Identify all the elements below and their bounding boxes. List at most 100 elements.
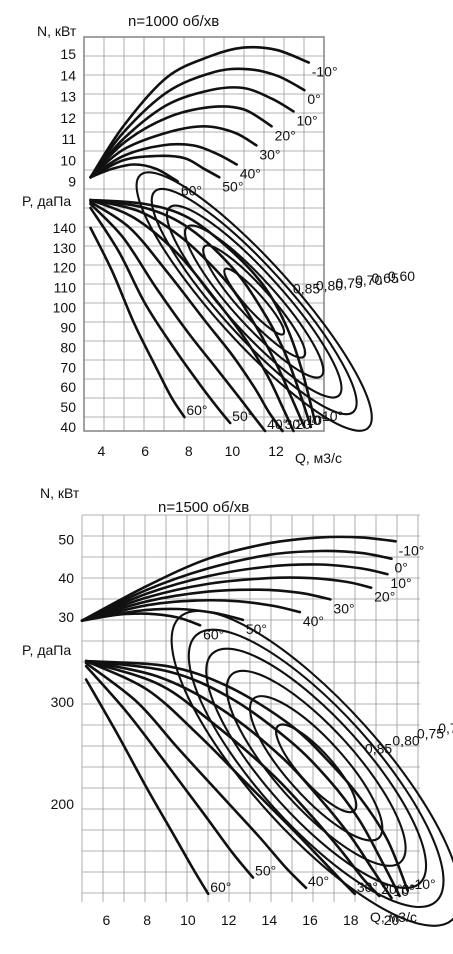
pressure-curve-30° [84,659,357,896]
pressure-y-tick-label: 40 [60,419,76,435]
pressure-y-tick-label: 100 [53,300,77,316]
efficiency-label: 0,75 [417,726,444,742]
power-series-label: 40° [303,613,324,629]
pressure-curve-40° [89,202,267,433]
efficiency-label: 0,70 [355,272,382,288]
power-y-tick-label: 9 [68,174,76,190]
chart-1500-xlabel: Q, м3/с [370,909,417,925]
pressure-series-label: 50° [255,863,276,879]
efficiency-curve [225,669,407,867]
power-curve-20° [80,576,373,622]
pressure-series-label: 50° [232,408,253,424]
pressure-curve-20° [84,659,381,898]
efficiency-label: 0,80 [316,278,343,294]
pressure-series-label: 40° [308,873,329,889]
pressure-series-label: 10° [306,412,327,428]
pressure-series-label: -10° [317,408,343,424]
chart-1000: n=1000 об/хв N, кВт P, даПа Q, м3/с 4 6 8 1… [22,13,415,466]
power-series-label: 20° [374,589,395,605]
pressure-y-tick-label: 50 [60,399,76,415]
chart-1000-xlabel: Q, м3/с [295,450,342,466]
efficiency-curve [205,647,428,890]
x-tick-label: 6 [141,443,149,459]
pressure-y-tick-label: 130 [53,240,77,256]
x-tick-label: 6 [103,912,111,928]
power-series-label: 0° [307,91,320,107]
power-series-label: 60° [203,626,224,642]
efficiency-label: 0,85 [293,281,320,297]
power-series-label: 20° [275,127,296,143]
power-curve-30° [80,588,332,622]
chart-1000-pressure-ylabel: P, даПа [22,193,71,209]
pressure-curve-60° [84,678,210,896]
power-y-tick-label: 40 [58,570,74,586]
pressure-series-label: 10° [393,883,414,899]
efficiency-curve [202,244,307,359]
power-curve-0° [80,549,393,622]
pressure-curve-40° [84,661,308,890]
efficiency-label: 0,80 [392,733,419,749]
pressure-curve-50° [89,206,232,425]
power-y-tick-label: 50 [58,531,74,547]
x-tick-label: 10 [225,443,241,459]
power-curve-0° [89,67,306,179]
efficiency-curve [165,204,343,399]
power-y-tick-label: 13 [60,89,76,105]
pressure-y-tick-label: 90 [60,319,76,335]
pressure-series-label: 60° [186,402,207,418]
power-curve-30° [89,124,258,179]
power-curve-10° [89,86,295,179]
pressure-y-tick-label: 300 [51,694,75,710]
power-series-label: 40° [240,166,261,182]
efficiency-curve [184,224,325,379]
pressure-series-label: 20° [381,881,402,897]
chart-1500-pressure-ylabel: P, даПа [22,642,71,658]
x-tick-label: 16 [302,912,318,928]
efficiency-label: 0,70 [438,720,453,736]
pressure-curve-0° [89,198,313,429]
pressure-y-tick-label: 70 [60,359,76,375]
pressure-curve-50° [84,664,255,879]
power-curve--10° [89,45,310,179]
efficiency-curve [150,187,358,416]
power-curve-50° [89,154,221,179]
power-y-tick-label: 15 [60,46,76,62]
pressure-series-label: 20° [295,416,316,432]
power-series-label: 50° [222,178,243,194]
pressure-series-label: 40° [267,416,288,432]
pressure-series-label: 0° [402,881,415,897]
power-y-tick-label: 10 [60,152,76,168]
power-y-tick-label: 11 [61,131,76,147]
x-tick-label: 14 [262,912,278,928]
x-tick-label: 18 [343,912,359,928]
x-tick-label: 8 [143,912,151,928]
power-curve-40° [80,598,302,622]
pressure-curve-0° [84,659,401,898]
pressure-curve-60° [89,226,186,419]
power-series-label: 0° [394,560,407,576]
efficiency-curve [170,609,453,927]
x-tick-label: 12 [221,912,237,928]
pressure-curve--10° [89,198,317,425]
efficiency-label: 0,60 [388,268,415,284]
pressure-series-label: 0° [313,412,326,428]
efficiency-curve [187,628,445,909]
efficiency-curve [135,171,373,432]
efficiency-label: 0,75 [335,275,362,291]
efficiency-curve [223,267,286,336]
power-series-label: 50° [246,621,267,637]
pressure-series-label: -10° [410,876,436,892]
x-tick-label: 4 [98,443,106,459]
efficiency-curve [275,723,358,814]
pressure-y-tick-label: 110 [54,280,77,296]
pressure-series-label: 30° [285,416,306,432]
power-curve-10° [80,563,389,622]
power-y-tick-label: 30 [58,609,74,625]
efficiency-curve [248,695,384,842]
chart-1000-frame [83,36,325,432]
efficiency-label: 0,65 [371,270,398,286]
power-curve-20° [89,105,273,179]
power-series-label: -10° [399,542,425,558]
power-series-label: 30° [259,146,280,162]
